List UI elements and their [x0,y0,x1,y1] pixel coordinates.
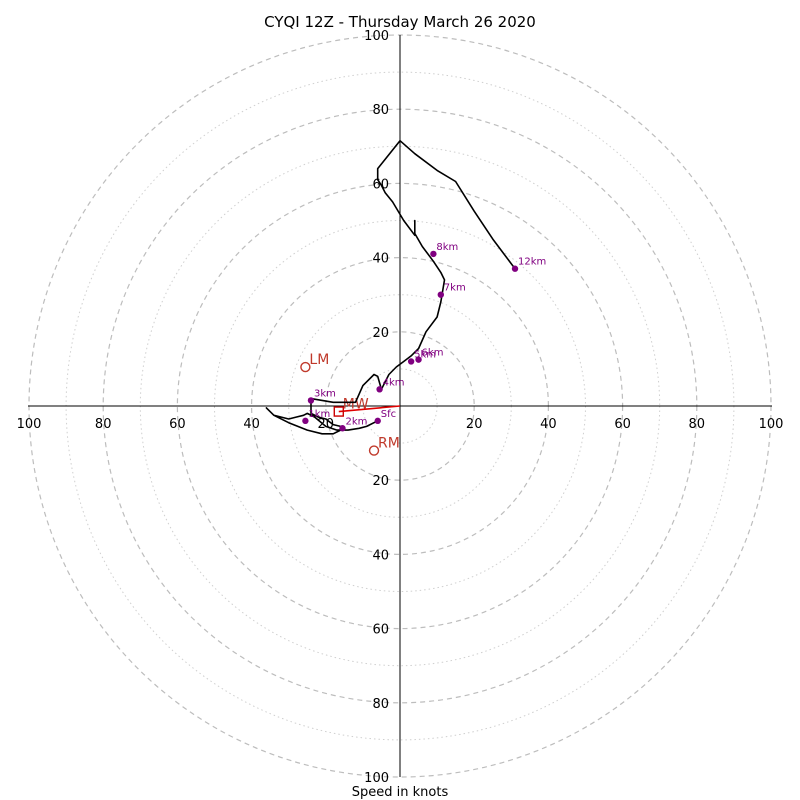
hodograph-trace-group [265,139,516,435]
hodograph-point-label: 8km [436,242,458,253]
hodograph-point-label: 2km [345,416,367,427]
mean-wind-label: MW [343,397,369,413]
hodograph-point [339,425,346,432]
tick-label: 60 [169,417,186,432]
hodograph-point-label: 6km [422,348,444,359]
tick-label: 60 [372,623,389,638]
hodograph-point-label: 12km [518,257,546,268]
hodograph-point [374,417,381,425]
hodograph-point [511,265,519,272]
hodograph-point [430,250,437,258]
chart-title: CYQI 12Z - Thursday March 26 2020 [264,13,536,31]
tick-label: 20 [372,474,389,489]
tick-label: 40 [372,548,389,563]
hodograph-point [437,291,445,298]
tick-label: 40 [243,417,260,432]
hodograph-point-label: 7km [444,283,466,294]
tick-label: 80 [95,417,112,432]
tick-label: 80 [372,697,389,712]
hodograph-point-label: Sfc [381,409,396,420]
tick-label: 40 [372,252,389,267]
tick-label: 40 [540,417,557,432]
tick-label: 100 [759,417,784,432]
storm-motions: LM RM MW [300,352,401,456]
hodograph-point [302,417,309,425]
hodograph-point-label: 3km [314,388,336,399]
storm-motion-label: LM [309,352,329,368]
x-axis-label: Speed in knots [352,785,449,800]
hodograph-point-label: 1km [308,409,330,420]
hodograph-point [407,358,415,365]
storm-motion-label: RM [378,436,400,452]
hodograph-point [307,397,315,404]
tick-labels: 100 80 60 40 20 20 40 60 80 100204060801002040608… [17,29,784,786]
tick-label: 60 [614,417,631,432]
hodograph-trace [265,139,516,435]
mean-wind-line [338,405,401,413]
tick-label: 20 [466,417,483,432]
storm-motion-marker [368,445,380,456]
hodograph-point [376,386,383,393]
tick-label: 20 [372,326,389,341]
mean-wind-marker [333,406,344,417]
tick-label: 100 [364,771,389,786]
hodograph-point-label: 5km [414,349,436,360]
hodograph-point-label: 4km [383,377,405,388]
tick-label: 100 [364,29,389,44]
storm-motion-marker [300,361,311,373]
tick-label: 100 [17,417,42,432]
tick-label: 80 [689,417,706,432]
hodograph-point [415,356,422,363]
tick-label: 80 [372,103,389,118]
